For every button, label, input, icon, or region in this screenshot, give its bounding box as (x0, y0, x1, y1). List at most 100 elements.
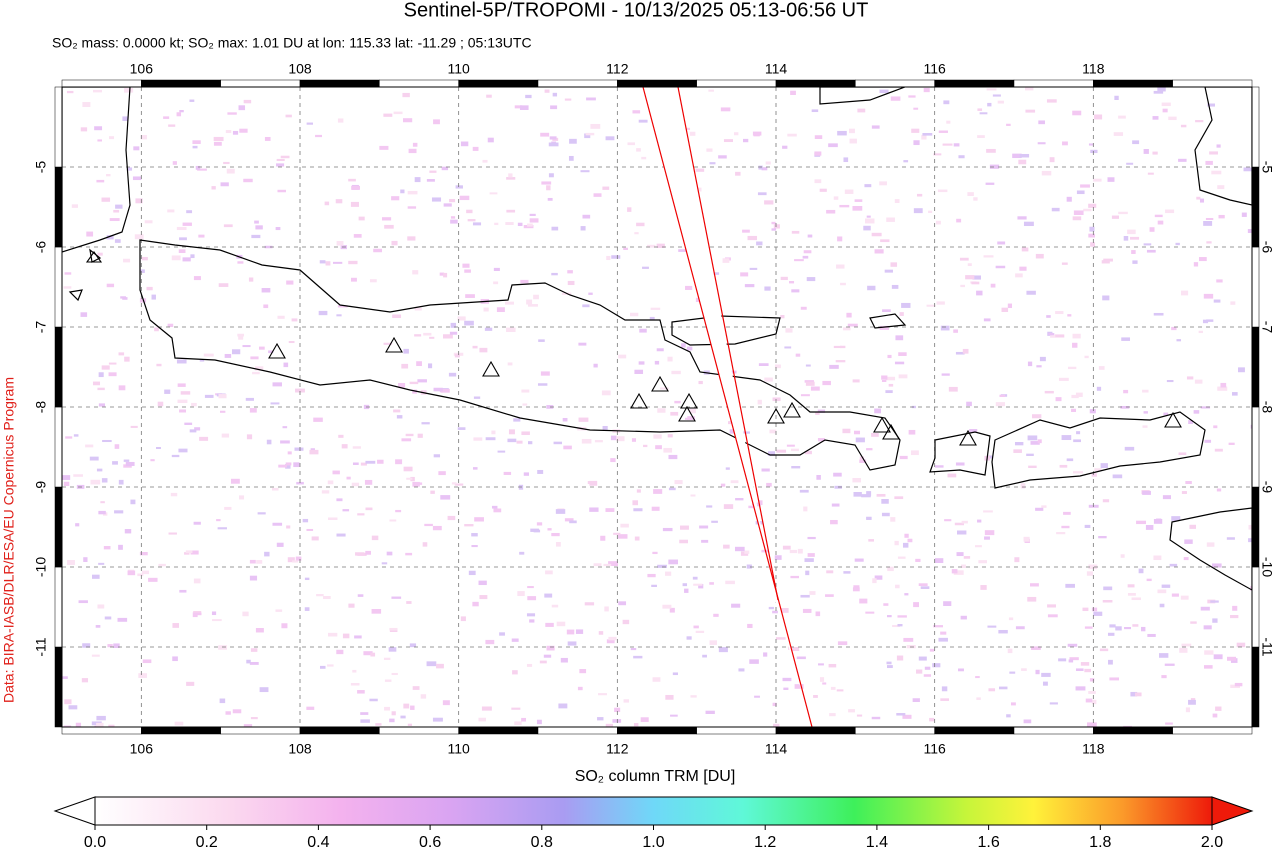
x-tick-label: 116 (924, 61, 947, 77)
noise-speck (216, 519, 221, 522)
noise-speck (391, 240, 398, 246)
noise-speck (603, 563, 612, 567)
noise-speck (890, 517, 896, 522)
noise-speck (1142, 490, 1151, 495)
noise-speck (695, 168, 705, 172)
noise-speck (816, 474, 821, 480)
noise-speck (641, 156, 647, 160)
noise-speck (1131, 597, 1142, 601)
noise-speck (529, 218, 539, 223)
border-bar (61, 726, 142, 735)
noise-speck (865, 611, 875, 614)
noise-speck (749, 267, 758, 270)
noise-speck (238, 335, 244, 340)
noise-speck (1204, 439, 1212, 443)
noise-speck (1134, 692, 1142, 697)
noise-speck (874, 408, 881, 414)
noise-speck (423, 332, 432, 336)
noise-speck (351, 185, 360, 190)
noise-speck (992, 94, 1001, 97)
noise-speck (114, 444, 120, 449)
noise-speck (1068, 366, 1077, 370)
noise-speck (341, 444, 348, 449)
noise-speck (856, 714, 863, 717)
border-bar (299, 726, 380, 735)
noise-speck (182, 222, 192, 226)
noise-speck (443, 203, 452, 207)
noise-speck (654, 360, 660, 365)
noise-speck (891, 284, 899, 289)
noise-speck (544, 593, 553, 598)
colorbar-tick-label: 2.0 (1201, 834, 1223, 851)
noise-speck (1061, 525, 1070, 529)
noise-speck (1088, 143, 1094, 146)
border-bar (855, 726, 935, 735)
noise-speck (1058, 658, 1067, 662)
noise-speck (391, 596, 402, 599)
noise-speck (866, 215, 871, 218)
noise-speck (653, 489, 663, 494)
noise-speck (95, 625, 101, 628)
noise-speck (578, 417, 589, 422)
noise-speck (75, 523, 80, 527)
noise-speck (62, 475, 71, 480)
noise-speck (113, 209, 120, 213)
noise-speck (538, 339, 545, 342)
noise-speck (790, 90, 796, 95)
noise-speck (526, 613, 536, 617)
noise-speck (264, 136, 271, 141)
noise-speck (96, 722, 104, 727)
noise-speck (81, 678, 89, 683)
noise-speck (650, 307, 661, 310)
noise-speck (953, 570, 964, 575)
noise-speck (649, 316, 655, 320)
noise-speck (140, 135, 147, 140)
y-tick-label: -6 (33, 241, 49, 254)
noise-speck (836, 264, 845, 269)
noise-speck (871, 716, 881, 720)
noise-speck (830, 686, 836, 690)
noise-speck (987, 102, 992, 107)
noise-speck (1030, 583, 1039, 587)
noise-speck (1213, 425, 1218, 429)
noise-speck (1179, 647, 1188, 653)
noise-speck (1180, 595, 1189, 600)
noise-speck (348, 178, 356, 182)
noise-speck (1062, 141, 1068, 146)
noise-speck (1056, 532, 1066, 535)
noise-speck (1041, 672, 1051, 677)
noise-speck (507, 362, 513, 366)
noise-speck (1031, 414, 1042, 419)
noise-speck (795, 353, 801, 357)
noise-speck (417, 433, 423, 438)
noise-speck (96, 715, 106, 721)
noise-speck (1118, 115, 1126, 119)
border-bar (1251, 406, 1260, 488)
noise-speck (158, 563, 166, 567)
noise-speck (657, 564, 667, 568)
noise-speck (454, 354, 460, 358)
noise-speck (886, 661, 892, 665)
noise-speck (104, 616, 112, 620)
x-tick-label: 118 (1082, 61, 1105, 77)
noise-speck (286, 525, 291, 529)
noise-speck (828, 143, 838, 148)
noise-speck (1090, 242, 1095, 247)
noise-speck (1203, 220, 1213, 226)
noise-speck (916, 193, 923, 197)
noise-speck (472, 467, 478, 470)
noise-speck (118, 385, 126, 391)
noise-speck (843, 327, 851, 331)
noise-speck (218, 394, 227, 399)
noise-speck (890, 262, 898, 267)
noise-speck (350, 201, 359, 207)
colorbar-tick-label: 0.2 (196, 834, 218, 851)
noise-speck (1019, 153, 1030, 158)
noise-speck (581, 438, 592, 444)
noise-speck (336, 314, 342, 317)
noise-speck (822, 682, 827, 685)
noise-speck (487, 137, 494, 143)
noise-speck (857, 108, 866, 113)
noise-speck (193, 612, 202, 616)
noise-speck (1126, 162, 1134, 165)
